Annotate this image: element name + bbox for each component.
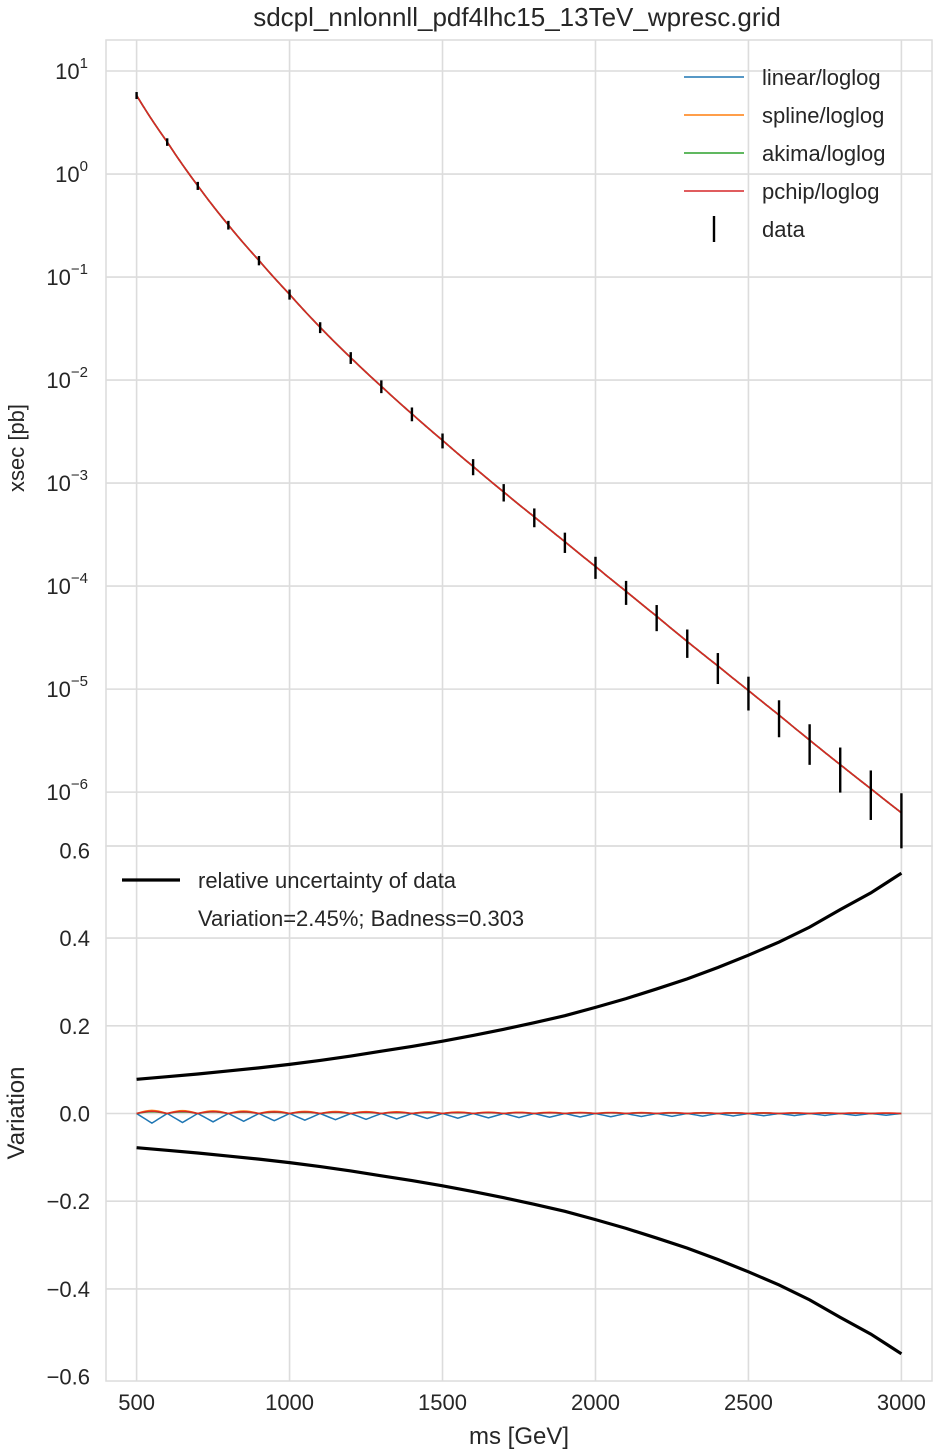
y-tick-exponent: −2 xyxy=(71,364,88,381)
bottom-legend: relative uncertainty of data Variation=2.… xyxy=(122,868,524,931)
y-tick-base: 10 xyxy=(55,162,79,187)
series-line-pchip-loglog xyxy=(135,94,902,814)
uncertainty-lower-line xyxy=(136,1146,903,1356)
legend-label: linear/loglog xyxy=(762,65,881,90)
y-tick-base: 10 xyxy=(46,368,70,393)
y-tick-base: 10 xyxy=(46,780,70,805)
y-tick-exponent: −4 xyxy=(71,570,88,587)
bottom-y-tick-label: −0.6 xyxy=(47,1365,90,1390)
top-y-tick-label: 10−2 xyxy=(46,364,88,393)
top-y-axis-label: xsec [pb] xyxy=(4,404,29,492)
x-tick-label: 1500 xyxy=(418,1390,467,1415)
y-tick-exponent: 1 xyxy=(80,55,88,72)
variation-line-pchip-loglog xyxy=(136,1110,902,1115)
bottom-y-tick-label: −0.4 xyxy=(47,1277,90,1302)
x-tick-label: 2000 xyxy=(571,1390,620,1415)
x-tick-label: 1000 xyxy=(265,1390,314,1415)
x-axis-label: ms [GeV] xyxy=(469,1423,569,1450)
legend-label: relative uncertainty of data xyxy=(198,868,457,893)
variation-line-linear-loglog xyxy=(136,1112,902,1125)
top-y-tick-label: 10−4 xyxy=(46,570,88,599)
bottom-y-tick-label: 0.2 xyxy=(59,1014,90,1039)
top-y-tick-label: 10−5 xyxy=(46,673,88,702)
y-tick-exponent: −1 xyxy=(71,261,88,278)
x-tick-label: 3000 xyxy=(877,1390,926,1415)
top-y-tick-label: 10−6 xyxy=(46,776,88,805)
bottom-y-axis-label: Variation xyxy=(3,1067,30,1160)
y-tick-base: 10 xyxy=(46,574,70,599)
y-tick-exponent: −6 xyxy=(71,776,88,793)
legend-label: spline/loglog xyxy=(762,103,884,128)
bottom-y-tick-label: 0.4 xyxy=(59,926,90,951)
x-tick-label: 500 xyxy=(118,1390,155,1415)
y-tick-base: 10 xyxy=(55,59,79,84)
bottom-plot-frame xyxy=(105,845,933,1382)
top-y-tick-label: 100 xyxy=(55,158,88,187)
y-tick-exponent: −5 xyxy=(71,673,88,690)
bottom-y-tick-label: −0.2 xyxy=(47,1189,90,1214)
bottom-series xyxy=(136,871,903,1356)
legend-label: pchip/loglog xyxy=(762,179,879,204)
bottom-y-tick-label: 0.0 xyxy=(59,1102,90,1127)
top-legend: linear/loglog spline/loglog akima/loglog pc… xyxy=(684,65,886,242)
x-ticks: 500 1000 1500 2000 2500 3000 xyxy=(118,1390,926,1415)
chart-title: sdcpl_nnlonnll_pdf4lhc15_13TeV_wpresc.gr… xyxy=(253,2,781,32)
top-y-tick-label: 10−1 xyxy=(46,261,88,290)
y-tick-exponent: −3 xyxy=(71,467,88,484)
x-tick-label: 2500 xyxy=(724,1390,773,1415)
y-tick-base: 10 xyxy=(46,265,70,290)
y-tick-exponent: 0 xyxy=(80,158,88,175)
top-y-tick-label: 10−3 xyxy=(46,467,88,496)
legend-label: akima/loglog xyxy=(762,141,886,166)
bottom-y-ticks: 0.6 0.4 0.2 0.0 −0.2 −0.4 −0.6 xyxy=(47,838,90,1389)
y-tick-base: 10 xyxy=(46,677,70,702)
top-y-tick-label: 101 xyxy=(55,55,88,84)
annotation-text: Variation=2.45%; Badness=0.303 xyxy=(198,906,524,931)
uncertainty-upper-line xyxy=(136,871,903,1081)
y-tick-base: 10 xyxy=(46,471,70,496)
bottom-y-tick-label: 0.6 xyxy=(59,838,90,863)
legend-label: data xyxy=(762,217,806,242)
top-series xyxy=(135,92,903,849)
